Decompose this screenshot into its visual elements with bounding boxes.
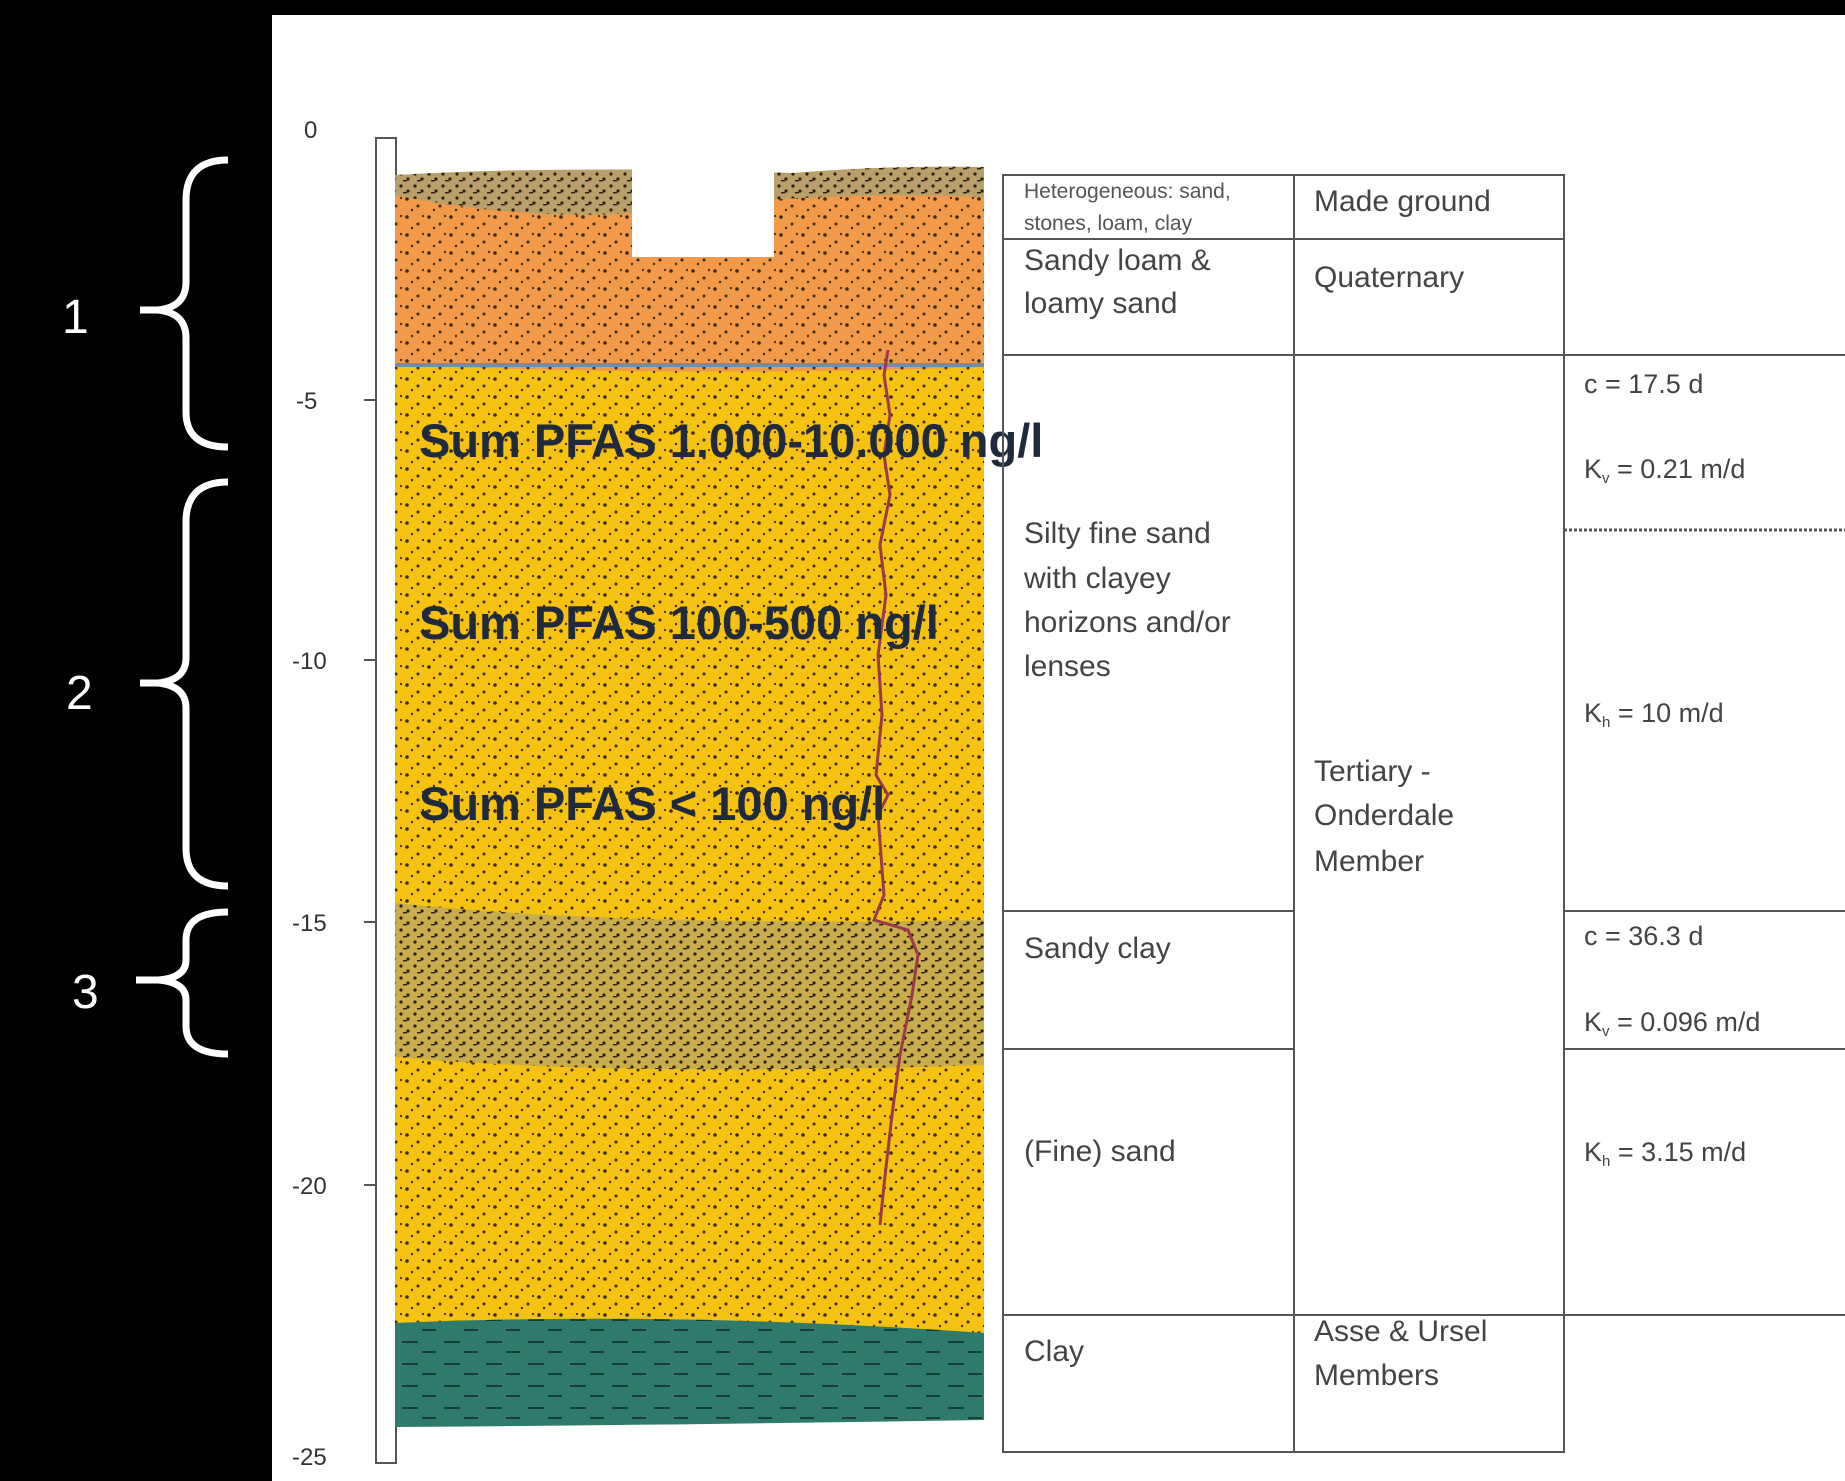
zone-label-3: 3 — [72, 966, 99, 1019]
made-ground-desc-2: stones, loam, clay — [1024, 212, 1193, 235]
diagram-svg: 0 -5 -10 -15 -20 -25 Sum PFAS 1.000-10.0… — [292, 117, 1845, 1471]
depth-tick-25: -25 — [292, 1444, 327, 1471]
tertiary-line-3: Member — [1314, 845, 1424, 878]
silty-sand-line-4: lenses — [1024, 650, 1111, 683]
made-ground-label: Made ground — [1314, 185, 1491, 218]
brace-2 — [157, 478, 229, 890]
pfas-label-zone-1: Sum PFAS 1.000-10.000 ng/l — [419, 414, 1043, 467]
asse-ursel-line-2: Members — [1314, 1359, 1439, 1392]
depth-tick-5: -5 — [296, 388, 317, 415]
layer-sandy-loam-dots — [395, 193, 984, 372]
clay-label: Clay — [1024, 1335, 1084, 1368]
zone-label-1: 1 — [62, 291, 89, 344]
borehole-diagram: 0 -5 -10 -15 -20 -25 Sum PFAS 1.000-10.0… — [272, 15, 1845, 1481]
lithology-table — [1002, 174, 1295, 1453]
layer-sandy-clay-dots — [395, 900, 984, 1070]
depth-tick-15: -15 — [292, 910, 327, 937]
sandy-loam-line-2: loamy sand — [1024, 287, 1177, 320]
fine-sand-label: (Fine) sand — [1024, 1135, 1176, 1168]
brace-3 — [157, 908, 229, 1058]
zone-label-2: 2 — [66, 667, 93, 720]
param-c1: c = 17.5 d — [1584, 369, 1703, 399]
depth-axis-bar — [375, 137, 397, 1464]
param-kv1: Kv = 0.21 m/d — [1584, 454, 1745, 487]
param-kh2: Kh = 3.15 m/d — [1584, 1137, 1746, 1170]
excavation-gap — [632, 155, 774, 257]
layer-clay-dashes — [395, 1318, 984, 1427]
sandy-loam-line-1: Sandy loam & — [1024, 244, 1211, 277]
made-ground-desc-1: Heterogeneous: sand, — [1024, 180, 1231, 203]
silty-sand-line-3: horizons and/or — [1024, 606, 1231, 639]
param-kv2: Kv = 0.096 m/d — [1584, 1007, 1760, 1040]
layer-silty-sand-dots — [395, 360, 984, 922]
silty-sand-line-2: with clayey — [1023, 562, 1171, 595]
depth-tick-20: -20 — [292, 1173, 327, 1200]
brace-1 — [157, 156, 229, 451]
layer-fine-sand-dots — [395, 1055, 984, 1333]
depth-tick-10: -10 — [292, 648, 327, 675]
asse-ursel-line-1: Asse & Ursel — [1314, 1315, 1487, 1348]
param-kh1: Kh = 10 m/d — [1584, 698, 1724, 731]
monitoring-well-trace — [871, 349, 920, 1226]
depth-axis-ticks — [364, 399, 376, 1186]
pfas-label-zone-3: Sum PFAS < 100 ng/l — [419, 777, 885, 830]
silty-sand-line-1: Silty fine sand — [1024, 517, 1211, 550]
zone-braces — [136, 156, 229, 1058]
param-c2: c = 36.3 d — [1584, 921, 1703, 951]
parameter-table — [1564, 354, 1845, 1316]
tertiary-line-2: Onderdale — [1314, 799, 1454, 832]
formation-table — [1293, 174, 1565, 1453]
depth-tick-0: 0 — [304, 117, 317, 144]
soil-column — [395, 155, 984, 1427]
quaternary-label: Quaternary — [1314, 261, 1464, 294]
pfas-label-zone-2: Sum PFAS 100-500 ng/l — [419, 596, 939, 649]
tertiary-line-1: Tertiary - — [1314, 755, 1431, 788]
sandy-clay-label: Sandy clay — [1024, 932, 1171, 965]
